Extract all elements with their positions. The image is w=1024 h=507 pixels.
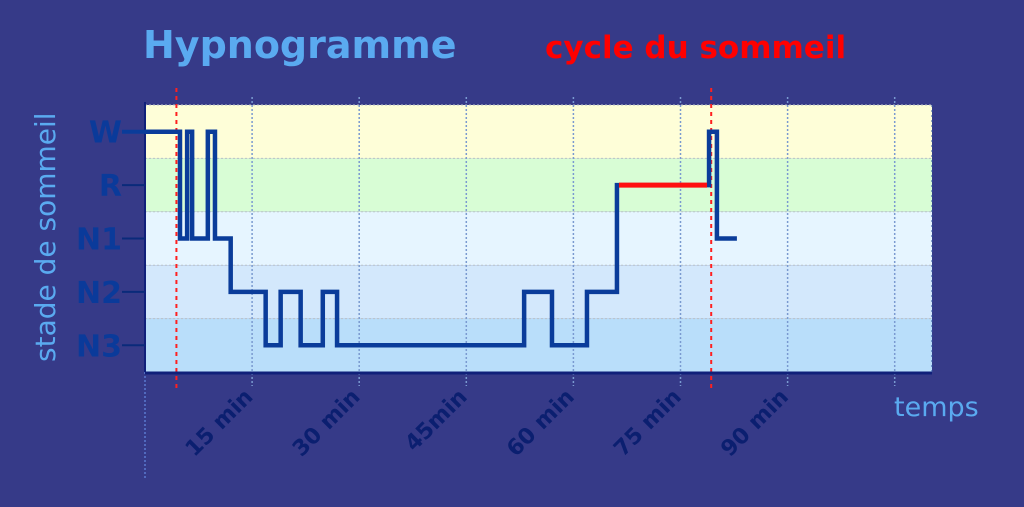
- band-w: [145, 105, 932, 159]
- x-tick-label: 30 min: [288, 385, 365, 462]
- x-tick-label: 45min: [401, 385, 473, 457]
- y-tick-w: W: [89, 116, 122, 151]
- hypnogram-line: [145, 129, 737, 348]
- y-tick-n2: N2: [76, 276, 122, 311]
- stage-bands: [145, 104, 932, 372]
- x-tick-label: 15 min: [181, 385, 258, 462]
- x-tick-label: 90 min: [716, 385, 793, 462]
- band-n3: [145, 318, 932, 372]
- x-axis-label: temps: [894, 392, 979, 423]
- chart-subtitle: cycle du sommeil: [545, 30, 846, 66]
- y-tick-n3: N3: [76, 329, 122, 364]
- band-r: [145, 158, 932, 212]
- x-tick-label: 60 min: [502, 385, 579, 462]
- axes: [144, 102, 933, 478]
- y-tick-labels: WR N1 N2 N3: [76, 116, 145, 364]
- band-n1: [145, 211, 932, 266]
- grid-lines: [251, 97, 896, 386]
- x-tick-labels: 15 min 30 min 45min 60 min 75 min 90 min: [181, 385, 794, 462]
- hypnogram-series: [122, 129, 737, 348]
- chart-title: Hypnogramme: [143, 23, 456, 67]
- y-axis-label: stade de sommeil: [29, 112, 62, 362]
- y-tick-r: R: [99, 169, 122, 204]
- y-tick-n1: N1: [76, 223, 122, 258]
- x-tick-label: 75 min: [609, 385, 686, 462]
